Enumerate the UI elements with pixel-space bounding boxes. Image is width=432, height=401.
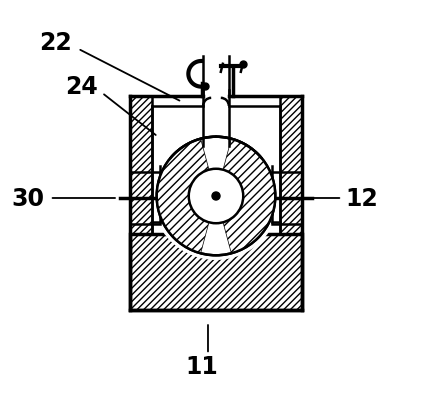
Polygon shape [216, 140, 275, 253]
Polygon shape [157, 140, 216, 253]
Circle shape [189, 169, 243, 224]
Circle shape [152, 134, 280, 259]
Bar [130, 235, 302, 310]
Text: 22: 22 [39, 31, 72, 55]
Bar [203, 57, 229, 142]
Bar [130, 235, 302, 310]
Circle shape [212, 192, 220, 200]
Text: 12: 12 [346, 186, 378, 211]
Text: 24: 24 [65, 75, 98, 99]
Text: 30: 30 [11, 186, 44, 211]
Bar [130, 97, 152, 235]
Bar [280, 97, 302, 235]
Text: 11: 11 [186, 354, 218, 378]
